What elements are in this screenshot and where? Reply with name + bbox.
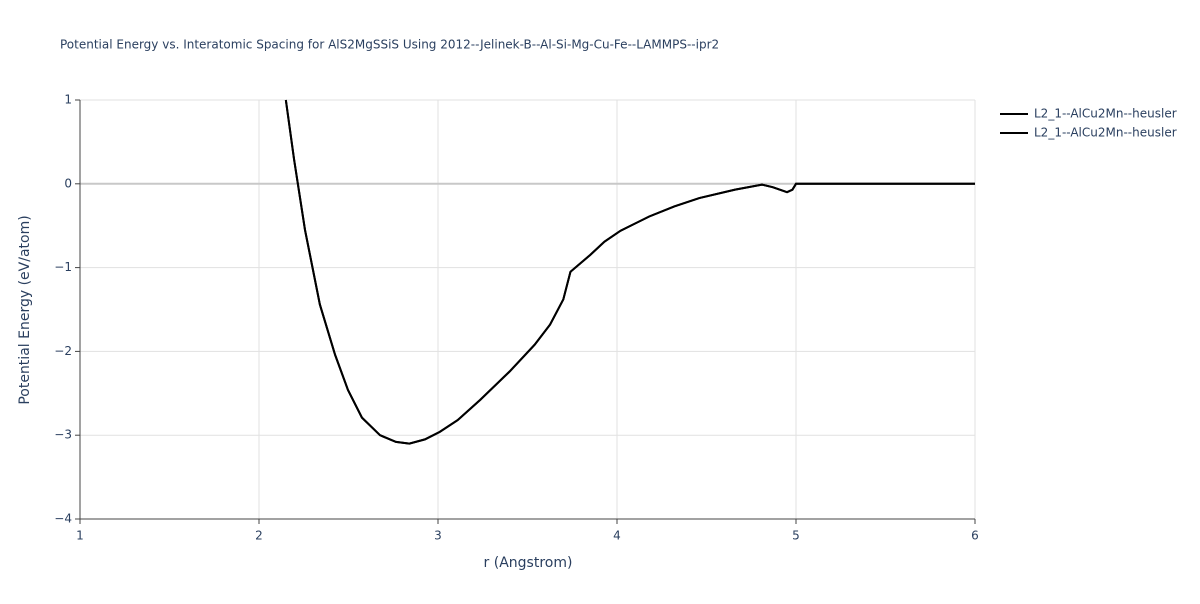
x-axis-title: r (Angstrom) xyxy=(484,555,573,571)
legend-label: L2_1--AlCu2Mn--heusler xyxy=(1034,126,1177,140)
series-line xyxy=(284,99,975,445)
x-tick-label: 6 xyxy=(971,529,979,543)
x-tick-label: 5 xyxy=(792,529,800,543)
y-tick-label: −2 xyxy=(54,344,72,358)
y-tick-label: 0 xyxy=(64,176,72,190)
y-axis-title: Potential Energy (eV/atom) xyxy=(17,215,33,404)
x-tick-label: 2 xyxy=(255,529,263,543)
x-tick-label: 4 xyxy=(613,529,621,543)
y-tick-label: −3 xyxy=(54,428,72,442)
series-line xyxy=(284,99,975,445)
x-tick-label: 1 xyxy=(76,529,84,543)
y-tick-label: −1 xyxy=(54,260,72,274)
x-tick-label: 3 xyxy=(434,529,442,543)
chart-title: Potential Energy vs. Interatomic Spacing… xyxy=(60,38,719,52)
y-tick-label: 1 xyxy=(64,93,72,107)
y-tick-label: −4 xyxy=(54,512,72,526)
legend-label: L2_1--AlCu2Mn--heusler xyxy=(1034,107,1177,121)
